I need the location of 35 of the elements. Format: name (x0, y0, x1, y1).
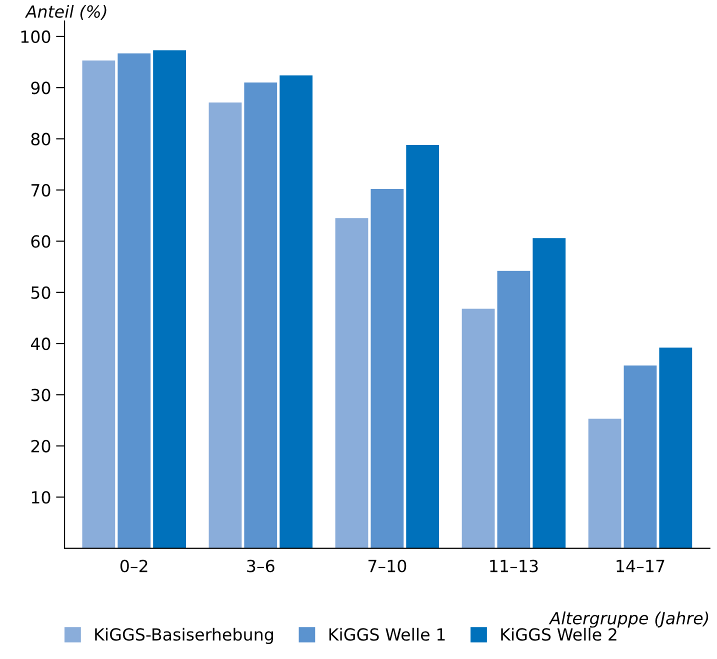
bar (659, 348, 692, 548)
bar (624, 366, 657, 548)
y-tick-label: 20 (31, 440, 50, 452)
bar (153, 50, 186, 548)
bar (335, 218, 368, 548)
legend-label: KiGGS Welle 2 (501, 628, 616, 641)
x-tick-label: 3–6 (247, 560, 274, 572)
y-tick-label: 50 (31, 286, 50, 299)
y-axis-title: Anteil (%) (24, 4, 106, 20)
x-tick-label: 0–2 (120, 560, 148, 572)
bar (532, 238, 566, 548)
bar (280, 75, 313, 548)
bar (208, 102, 242, 548)
bar (588, 418, 622, 548)
bar (244, 82, 278, 548)
y-tick-label: 60 (31, 235, 50, 248)
bar (118, 53, 151, 548)
legend-label: KiGGS-Basiserhebung (95, 628, 273, 644)
y-tick-label: 90 (31, 82, 50, 94)
bar (497, 270, 530, 548)
x-axis-title: Altergruppe (Jahre) (548, 612, 708, 628)
y-tick-label: 80 (31, 132, 50, 146)
x-tick-label: 11–13 (490, 560, 538, 572)
legend-label: KiGGS Welle 1 (329, 628, 445, 641)
x-tick-label: 7–10 (368, 560, 406, 572)
x-tick-label: 14–17 (616, 560, 664, 572)
y-tick-label: 10 (32, 491, 50, 504)
y-tick-label: 40 (30, 338, 50, 350)
bar (406, 144, 440, 548)
bar (370, 188, 404, 548)
y-tick-label: 30 (31, 388, 50, 402)
y-tick-label: 100 (21, 30, 50, 44)
y-tick-label: 70 (31, 184, 50, 197)
bar (82, 60, 116, 548)
bar (462, 308, 495, 548)
